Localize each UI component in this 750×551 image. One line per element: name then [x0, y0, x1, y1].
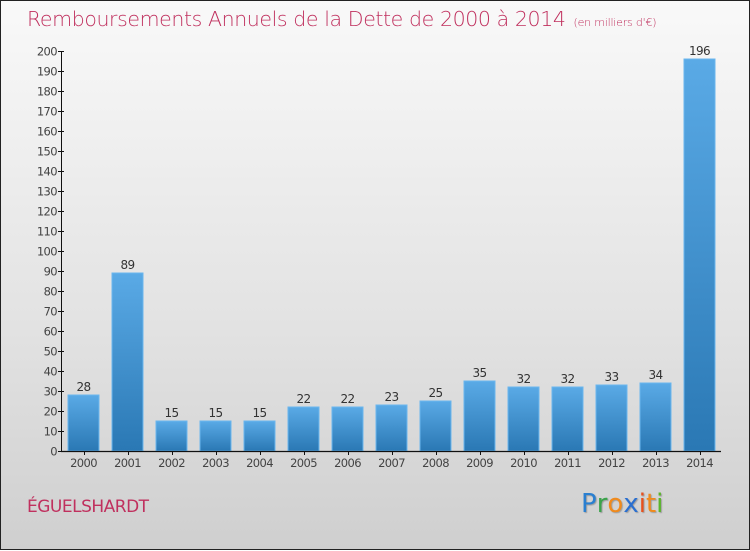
- bar-value-label: 22: [340, 392, 354, 406]
- logo-letter: r: [596, 489, 608, 519]
- x-tick-label: 2007: [378, 456, 405, 470]
- x-tick-label: 2003: [202, 456, 229, 470]
- bar-value-label: 23: [384, 390, 398, 404]
- bar: [683, 58, 716, 452]
- y-tick-label: 60: [44, 325, 58, 339]
- bar: [463, 380, 496, 452]
- y-tick-label: 80: [44, 285, 58, 299]
- bar: [507, 386, 540, 452]
- bar-value-label: 15: [208, 406, 222, 420]
- bar-value-label: 196: [689, 44, 710, 58]
- bar: [639, 382, 672, 452]
- y-tick-label: 100: [37, 245, 57, 259]
- x-tick-label: 2004: [246, 456, 273, 470]
- bar-value-label: 22: [296, 392, 310, 406]
- bar: [331, 406, 364, 452]
- y-tick-label: 90: [44, 265, 58, 279]
- y-tick-label: 30: [44, 385, 58, 399]
- x-tick-label: 2013: [642, 456, 669, 470]
- logo-letter: P: [581, 489, 597, 519]
- bar-value-label: 25: [428, 386, 442, 400]
- bars: 28 89 15 15 15 22 22 23 25 35 32 32 33 34 196: [67, 44, 716, 452]
- bar-value-label: 28: [76, 380, 90, 394]
- bar: [551, 386, 584, 452]
- bar-value-label: 32: [560, 372, 574, 386]
- bar: [67, 394, 100, 452]
- y-tick-label: 110: [37, 225, 57, 239]
- bar: [595, 384, 628, 452]
- y-tick-label: 0: [50, 445, 57, 459]
- x-tick-label: 2010: [510, 456, 537, 470]
- bar-value-label: 35: [472, 366, 486, 380]
- y-tick-label: 130: [37, 185, 57, 199]
- x-tick-label: 2008: [422, 456, 449, 470]
- bar: [375, 404, 408, 452]
- bar: [155, 420, 188, 452]
- bar-value-label: 32: [516, 372, 530, 386]
- proxiti-logo[interactable]: Proxiti: [581, 489, 663, 519]
- y-tick-label: 120: [37, 205, 57, 219]
- logo-letter: o: [607, 489, 624, 519]
- x-tick-label: 2002: [158, 456, 185, 470]
- y-tick-label: 170: [37, 105, 57, 119]
- bar: [287, 406, 320, 452]
- y-tick-label: 180: [37, 85, 57, 99]
- logo-letter: t: [645, 489, 657, 519]
- y-tick-label: 150: [37, 145, 57, 159]
- y-tick-label: 200: [37, 45, 57, 59]
- y-tick-label: 10: [44, 425, 58, 439]
- chart-subtitle: (en milliers d'€): [573, 16, 657, 29]
- y-axis: 0 10 20 30 40 50 60 70 80 90 100 110 120 130 140 150 160…: [37, 45, 64, 459]
- bar: [111, 272, 144, 452]
- y-tick-label: 40: [44, 365, 58, 379]
- y-tick-label: 70: [44, 305, 58, 319]
- bar: [199, 420, 232, 452]
- commune-name: ÉGUELSHARDT: [27, 497, 149, 517]
- bar-value-label: 15: [252, 406, 266, 420]
- chart-title-text: Remboursements Annuels de la Dette de 20…: [27, 7, 566, 31]
- y-tick-label: 160: [37, 125, 57, 139]
- x-tick-label: 2014: [686, 456, 713, 470]
- x-tick-label: 2011: [554, 456, 581, 470]
- bar: [243, 420, 276, 452]
- y-tick-label: 140: [37, 165, 57, 179]
- y-tick-label: 50: [44, 345, 58, 359]
- bar: [419, 400, 452, 452]
- logo-letter: i: [638, 489, 646, 519]
- logo-letter: i: [656, 489, 664, 519]
- logo-letter: x: [623, 489, 639, 519]
- y-tick-label: 20: [44, 405, 58, 419]
- bar-value-label: 15: [164, 406, 178, 420]
- bar-value-label: 89: [120, 258, 134, 272]
- y-tick-label: 190: [37, 65, 57, 79]
- x-tick-label: 2006: [334, 456, 361, 470]
- x-tick-label: 2012: [598, 456, 625, 470]
- bar-value-label: 33: [604, 370, 618, 384]
- x-tick-label: 2000: [70, 456, 97, 470]
- x-tick-label: 2001: [114, 456, 141, 470]
- bar-value-label: 34: [648, 368, 662, 382]
- chart-title: Remboursements Annuels de la Dette de 20…: [27, 7, 657, 31]
- x-tick-label: 2009: [466, 456, 493, 470]
- x-tick-label: 2005: [290, 456, 317, 470]
- x-axis: 2000 2001 2002 2003 2004 2005 2006 2007 2008 2009…: [61, 450, 721, 470]
